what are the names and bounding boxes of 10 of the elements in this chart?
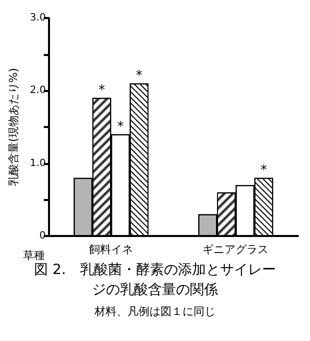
text: 図 2. 乳酸菌・酵素の添加とサイレージの乳酸含量の関係: [34, 262, 276, 298]
x-tick-label: ギニアグラス: [202, 243, 269, 256]
y-axis-title: 乳酸含量(現物あたり%): [7, 68, 20, 186]
x-axis-title: 草種: [22, 249, 45, 262]
data-label: *: [117, 119, 124, 134]
data-label: *: [136, 68, 143, 84]
text: 材料、凡例は図１に同じ: [94, 305, 216, 318]
data-label: *: [260, 162, 268, 178]
x-tick-label: 飼料イネ: [89, 243, 134, 256]
data-label: *: [98, 82, 106, 98]
